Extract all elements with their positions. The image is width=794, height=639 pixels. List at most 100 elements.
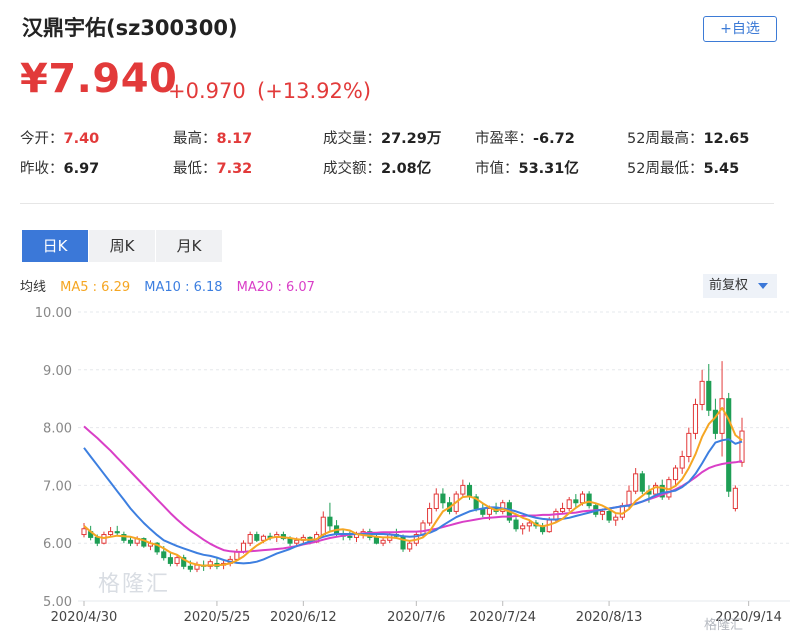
- candle-body: [613, 516, 619, 521]
- candle-body: [254, 534, 260, 541]
- candle-body: [513, 519, 519, 530]
- stat-pe-value: -6.72: [533, 131, 575, 147]
- candle-body: [653, 484, 659, 495]
- candle-body: [207, 561, 213, 567]
- stat-volume-value: 27.29万: [381, 131, 442, 147]
- tab-weekly-k[interactable]: 周K: [89, 230, 155, 262]
- candle-body: [260, 535, 267, 541]
- tab-monthly-k[interactable]: 月K: [156, 230, 222, 262]
- candle-body: [114, 531, 120, 534]
- stat-prev-close-value: 6.97: [63, 161, 100, 177]
- x-tick-label: 2020/9/14: [715, 610, 782, 625]
- x-tick-label: 2020/8/13: [576, 610, 643, 625]
- stat-52w-low: 52周最低：5.45: [627, 157, 739, 178]
- stat-high-value: 8.17: [216, 131, 253, 147]
- candle-body: [440, 493, 446, 504]
- watermark-logo: 格隆汇: [98, 572, 171, 597]
- stat-low-label: 最低：: [173, 161, 217, 177]
- candle-body: [706, 380, 712, 411]
- candle-body: [732, 487, 738, 510]
- stat-open: 今开：7.40: [20, 127, 99, 148]
- legend-ma20: MA20 : 6.07: [236, 280, 315, 295]
- candle-body: [187, 565, 193, 570]
- stat-prev-close-label: 昨收：: [20, 161, 64, 177]
- candle-body: [559, 508, 566, 512]
- candle-body: [327, 516, 333, 527]
- stat-open-label: 今开：: [20, 131, 64, 147]
- candle-body: [94, 536, 100, 544]
- price-change: +0.970: [168, 79, 246, 103]
- y-tick-label: 5.00: [43, 595, 72, 610]
- candle-body: [679, 456, 685, 469]
- candle-body: [739, 430, 745, 463]
- caret-down-icon: [758, 283, 768, 289]
- stat-52w-low-label: 52周最低：: [627, 161, 704, 177]
- candle-body: [247, 534, 253, 544]
- period-tabs: 日K 周K 月K: [22, 230, 223, 262]
- candle-body: [526, 522, 532, 527]
- stat-amount-label: 成交额：: [323, 161, 381, 177]
- candle-body: [240, 542, 247, 553]
- legend-ma10: MA10 : 6.18: [144, 280, 223, 295]
- candle-body: [586, 493, 592, 507]
- adjust-dropdown[interactable]: 前复权: [703, 274, 777, 298]
- x-tick-label: 2020/5/25: [184, 610, 251, 625]
- stat-volume-label: 成交量：: [323, 131, 381, 147]
- x-tick-label: 2020/7/6: [387, 610, 445, 625]
- candle-body: [486, 508, 492, 515]
- candle-body: [108, 531, 114, 536]
- stat-open-value: 7.40: [63, 131, 100, 147]
- candle-body: [606, 510, 612, 521]
- candle-body: [500, 502, 506, 512]
- candle-body: [380, 539, 386, 544]
- candle-body: [141, 538, 147, 547]
- candle-body: [400, 535, 406, 550]
- stat-52w-high: 52周最高：12.65: [627, 127, 749, 148]
- stat-market-cap-value: 53.31亿: [518, 161, 579, 177]
- x-tick-label: 2020/4/30: [51, 610, 118, 625]
- stat-prev-close: 昨收：6.97: [20, 157, 99, 178]
- ma10-line: [83, 438, 743, 565]
- candle-body: [712, 409, 718, 434]
- candle-body: [127, 539, 134, 544]
- candle-body: [573, 499, 579, 504]
- candle-body: [154, 542, 160, 553]
- add-favorite-button[interactable]: +自选: [703, 16, 777, 42]
- stat-volume: 成交量：27.29万: [323, 127, 441, 148]
- ma5-line: [83, 406, 743, 567]
- candle-body: [672, 467, 679, 481]
- stat-amount-value: 2.08亿: [381, 161, 432, 177]
- stat-market-cap: 市值：53.31亿: [475, 157, 579, 178]
- stat-pe: 市盈率：-6.72: [475, 127, 575, 148]
- y-tick-label: 9.00: [43, 364, 72, 379]
- candle-body: [726, 398, 732, 492]
- y-tick-label: 7.00: [43, 479, 72, 494]
- candle-body: [633, 473, 639, 492]
- candle-body: [686, 432, 692, 458]
- candle-body: [460, 484, 466, 495]
- candle-body: [181, 557, 187, 567]
- legend-ma5: MA5 : 6.29: [60, 280, 131, 295]
- stat-market-cap-label: 市值：: [475, 161, 519, 177]
- x-tick-label: 2020/6/12: [270, 610, 337, 625]
- candle-body: [520, 525, 526, 530]
- x-tick-label: 2020/7/24: [469, 610, 536, 625]
- candle-body: [699, 380, 705, 405]
- tab-daily-k[interactable]: 日K: [22, 230, 88, 262]
- candle-body: [167, 557, 173, 564]
- current-price: ¥7.940: [20, 56, 178, 102]
- candle-body: [433, 493, 439, 510]
- section-divider: [20, 203, 774, 204]
- candle-body: [473, 496, 479, 510]
- y-tick-label: 10.00: [35, 306, 72, 321]
- y-tick-label: 6.00: [43, 537, 72, 552]
- y-tick-label: 8.00: [43, 422, 72, 437]
- candle-body: [427, 508, 433, 524]
- candle-body: [407, 542, 413, 550]
- candle-body: [579, 493, 586, 504]
- stat-52w-high-value: 12.65: [703, 131, 750, 147]
- candle-body: [420, 522, 426, 536]
- candle-body: [174, 557, 180, 564]
- stat-52w-high-label: 52周最高：: [627, 131, 704, 147]
